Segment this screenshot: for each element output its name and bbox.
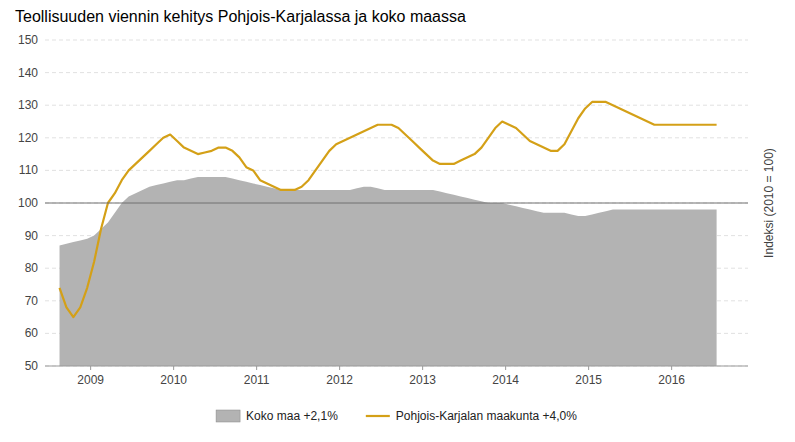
y-tick-label: 150 (18, 33, 38, 47)
y-tick-label: 80 (25, 261, 39, 275)
y-tick-label: 50 (25, 359, 39, 373)
y-tick-label: 100 (18, 196, 38, 210)
y-tick-label: 110 (19, 163, 38, 177)
legend-swatch (216, 410, 240, 422)
plot-data (45, 102, 748, 366)
legend-swatch (366, 415, 390, 417)
chart: 50 60 70 80 90 100 110 120 130 140 150 2009 2010 2011… (0, 0, 795, 442)
legend: Koko maa +2,1% Pohjois-Karjalan maakunta … (216, 409, 577, 423)
line (60, 102, 717, 317)
x-tick-label: 2011 (244, 373, 270, 387)
x-tick (422, 366, 423, 370)
grid-line (45, 203, 748, 204)
x-tick (256, 366, 257, 370)
x-tick (588, 366, 589, 370)
legend-label: Koko maa +2,1% (246, 409, 338, 423)
grid-line (45, 170, 748, 171)
y-axis-label: Indeksi (2010 = 100) (762, 148, 776, 258)
y-tick-label: 120 (18, 131, 38, 145)
area (60, 177, 717, 366)
grid-line (45, 72, 748, 73)
chart-container: 50 60 70 80 90 100 110 120 130 140 150 2009 2010 2011… (0, 0, 795, 442)
x-tick-label: 2015 (575, 373, 602, 387)
x-tick (671, 366, 672, 370)
x-tick (505, 366, 506, 370)
x-axis-line (45, 366, 748, 367)
x-tick (90, 366, 91, 370)
grid-line (45, 40, 748, 41)
x-tick-label: 2016 (658, 373, 685, 387)
legend-item: Pohjois-Karjalan maakunta +4,0% (366, 409, 577, 423)
y-tick-label: 70 (25, 294, 39, 308)
y-tick-label: 130 (18, 98, 38, 112)
x-tick (173, 366, 174, 370)
grid-line (45, 137, 748, 138)
x-tick-label: 2010 (160, 373, 187, 387)
x-tick-label: 2012 (326, 373, 353, 387)
legend-item: Koko maa +2,1% (216, 409, 338, 423)
grid-line (45, 366, 748, 367)
reference-line (45, 203, 748, 204)
legend-label: Pohjois-Karjalan maakunta +4,0% (396, 409, 577, 423)
title: Teollisuuden viennin kehitys Pohjois-Kar… (15, 8, 466, 25)
y-tick-label: 60 (25, 326, 39, 340)
x-tick-label: 2014 (492, 373, 519, 387)
x-tick-label: 2009 (77, 373, 104, 387)
y-tick-label: 90 (25, 229, 39, 243)
x-tick (339, 366, 340, 370)
y-tick-label: 140 (18, 66, 38, 80)
grid-line (45, 105, 748, 106)
x-tick-label: 2013 (409, 373, 436, 387)
